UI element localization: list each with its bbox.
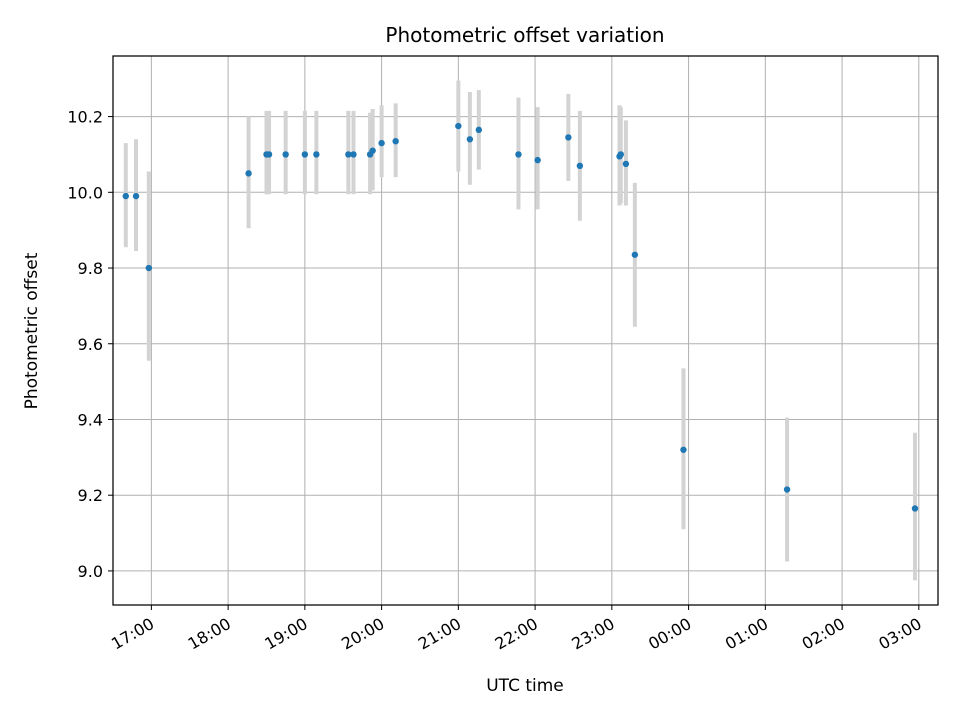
plot-area-frame [112,55,939,606]
data-point [617,151,624,158]
data-point [265,151,273,158]
data-point [345,151,352,158]
axis-ticks: 17:00 18:00 19:00 20:00 21:00 22:00 23:00 00:00… [67,108,924,654]
x-tick-label: 19:00 [261,614,310,654]
x-tick-label: 23:00 [568,614,617,654]
x-axis-title: UTC time [486,676,564,696]
x-tick-label: 00:00 [645,614,694,654]
data-point [534,156,541,164]
data-point [455,122,462,130]
data-point [466,136,474,143]
data-point [911,505,919,512]
data-point [132,192,140,200]
x-tick-label: 17:00 [108,614,157,654]
data-point [680,446,687,453]
x-tick-label: 22:00 [492,614,541,654]
data-point [122,192,129,200]
x-tick-label: 18:00 [185,614,234,654]
data-point [475,126,483,134]
data-point [622,160,630,168]
data-point [631,251,639,258]
x-tick-label: 03:00 [875,614,924,654]
data-series [122,80,919,581]
y-axis-title: Photometric offset [22,252,42,409]
chart-title: Photometric offset variation [385,23,664,47]
data-point [369,147,376,154]
x-tick-label: 21:00 [415,614,464,654]
data-point [392,137,399,145]
y-tick-label: 9.0 [78,562,103,581]
grid-lines [113,56,938,605]
y-tick-label: 10.2 [67,108,103,127]
y-tick-label: 10.0 [67,183,103,202]
y-tick-label: 9.8 [78,259,103,278]
y-tick-label: 9.2 [78,486,103,505]
y-tick-label: 9.6 [78,335,103,354]
x-tick-label: 20:00 [338,614,387,654]
y-tick-label: 9.4 [78,410,103,429]
data-point [350,151,357,158]
data-point [145,264,153,272]
data-point [245,170,252,177]
data-point [783,486,791,493]
data-point [515,151,522,158]
data-point [378,139,385,147]
data-point [301,151,309,158]
data-point [313,151,320,158]
data-point [282,151,289,158]
data-point [576,162,584,169]
x-tick-label: 02:00 [799,614,848,654]
data-point [565,134,572,141]
x-tick-label: 01:00 [722,614,771,654]
